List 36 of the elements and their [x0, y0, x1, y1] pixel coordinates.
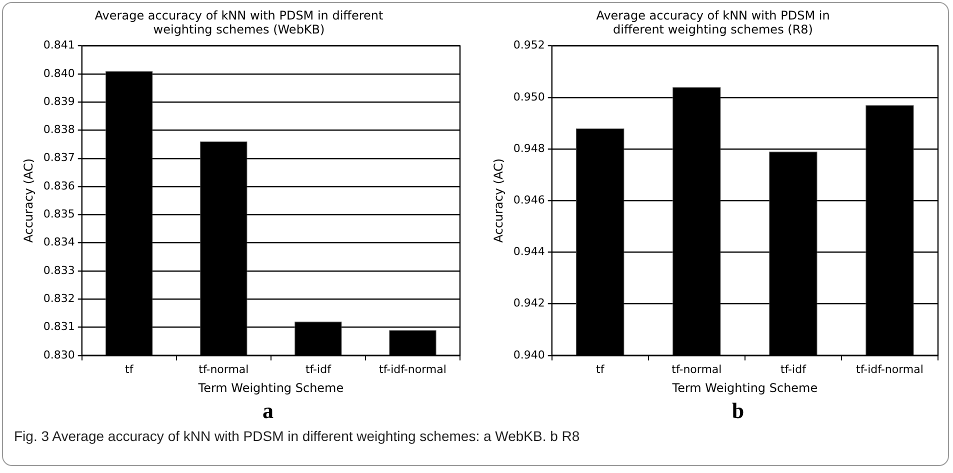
y-tick-label: 0.944: [513, 245, 545, 258]
y-tick-label: 0.836: [43, 179, 75, 192]
y-tick-label: 0.838: [43, 123, 75, 136]
y-tick-label: 0.834: [43, 236, 75, 249]
y-tick-label: 0.835: [43, 208, 75, 221]
x-tick-label: tf-normal: [198, 362, 249, 376]
text: a: [262, 398, 274, 424]
y-axis-title: Accuracy (AC): [491, 158, 506, 243]
x-tick-label: tf-idf-normal: [379, 362, 446, 376]
x-tick-label: tf-idf: [305, 362, 332, 376]
caption: Fig. 3 Average accuracy of kNN with PDSM in different weighting schemes: a WebKB. b R8: [14, 428, 580, 444]
y-tick-label: 0.940: [513, 348, 545, 362]
text: b: [730, 398, 746, 424]
y-tick-label: 0.839: [43, 94, 75, 108]
y-tick-label: 0.948: [513, 142, 545, 155]
y-tick-label: 0.950: [513, 90, 545, 104]
y-tick-label: 0.952: [513, 38, 545, 52]
y-tick-label: 0.837: [43, 151, 75, 164]
y-tick-label: 0.946: [513, 193, 545, 206]
y-tick-label: 0.942: [513, 296, 545, 310]
y-tick-label: 0.831: [43, 320, 75, 334]
y-tick-label: 0.833: [43, 264, 75, 277]
x-tick-label: tf-idf: [780, 362, 808, 376]
chart-title: Average accuracy of kNN with PDSM in different weighting schemes (WebKB): [94, 8, 384, 37]
x-tick-label: tf: [596, 362, 606, 376]
y-tick-label: 0.830: [43, 348, 75, 362]
y-tick-label: 0.840: [43, 66, 75, 80]
y-axis-title: Accuracy (AC): [21, 158, 36, 243]
y-tick-label: 0.832: [43, 292, 75, 305]
x-axis-title: Term Weighting Scheme: [671, 380, 818, 395]
y-tick-label: 0.841: [43, 38, 75, 52]
x-tick-label: tf-idf-normal: [856, 362, 924, 376]
chart-title: Average accuracy of kNN with PDSM in different weighting schemes (R8): [596, 8, 830, 37]
x-tick-label: tf: [125, 362, 134, 376]
x-tick-label: tf-normal: [672, 362, 722, 376]
x-axis-title: Term Weighting Scheme: [197, 380, 344, 395]
